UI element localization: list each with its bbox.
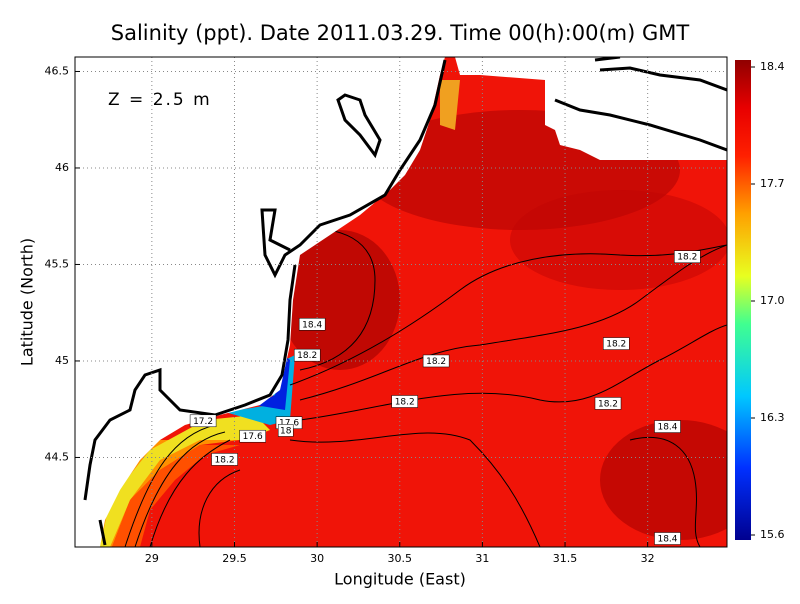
colorbar-tick-label: 17.7 [760,177,785,190]
y-tick-label: 46 [55,161,69,174]
x-axis-label: Longitude (East) [334,570,466,589]
colorbar-tick-label: 17.0 [760,294,785,307]
contour-label: 18.4 [657,423,677,433]
x-tick-label: 29.5 [222,552,247,565]
contour-label-box [293,348,321,362]
contour-label: 18.2 [215,455,235,465]
contour-label-box [654,532,681,545]
title: Salinity (ppt). Date 2011.03.29. Time 00… [111,21,690,45]
contour-label: 18.4 [302,320,322,330]
contour-labels: 18.4 18.2 18.2 18.2 18.2 18.2 18.2 18.4 18.4 17.2… [189,250,701,545]
colorbar-tick-label: 15.6 [760,528,785,541]
low-zone [100,415,270,547]
contour-label-box [298,318,326,331]
contour-label-box [211,453,238,466]
contour-label-box [422,354,450,368]
land [75,57,445,547]
contours [124,228,727,547]
y-tick-label: 44.5 [45,450,70,463]
plot-frame [74,56,728,548]
x-tick-label: 29 [145,552,159,565]
depth-annotation: Z = 2.5 m [108,90,212,110]
contour-label-box [189,414,217,428]
contour-label: 18.2 [395,397,415,407]
contour-label: 18.2 [297,351,317,361]
high-zone [280,230,400,370]
contour-label-box [277,424,294,437]
y-axis-label: Latitude (North) [18,238,37,366]
land [455,57,727,160]
contour-label: 18 [280,426,292,436]
x-tick-label: 30 [310,552,324,565]
x-tick-label: 31.5 [553,552,578,565]
x-tick-label: 30.5 [388,552,413,565]
y-tick-label: 45.5 [45,257,70,270]
x-tick-label: 31 [475,552,489,565]
colorbar [735,60,751,540]
contour-label: 18.2 [598,399,618,409]
contour-label: 17.6 [279,419,299,429]
contour-label-box [239,429,266,443]
contour-label: 17.2 [193,417,213,427]
contour-label-box [594,397,622,410]
colorbar-tick-label: 18.4 [760,60,785,73]
high-zone [510,190,727,290]
high-zone [600,420,727,540]
contour-label-box [674,250,701,263]
x-tick-label: 32 [641,552,655,565]
contour-label: 18.2 [426,357,446,367]
colorbar-tick-label: 16.3 [760,411,785,424]
y-tick-label: 45 [55,354,69,367]
contour-label-box [391,395,418,408]
coastline [83,57,727,546]
contour-label: 17.6 [243,432,263,442]
contour-label-box [654,420,681,433]
contour-label: 18.4 [657,535,677,545]
contour-label-box [603,337,630,350]
contour-label: 18.2 [606,340,626,350]
contour-label: 18.2 [677,253,697,263]
field: 18.4 18.2 18.2 18.2 18.2 18.2 18.2 18.4 18.4 17.2… [75,57,727,547]
low-zone [440,80,460,130]
y-tick-label: 46.5 [45,64,70,77]
grid [75,57,727,547]
